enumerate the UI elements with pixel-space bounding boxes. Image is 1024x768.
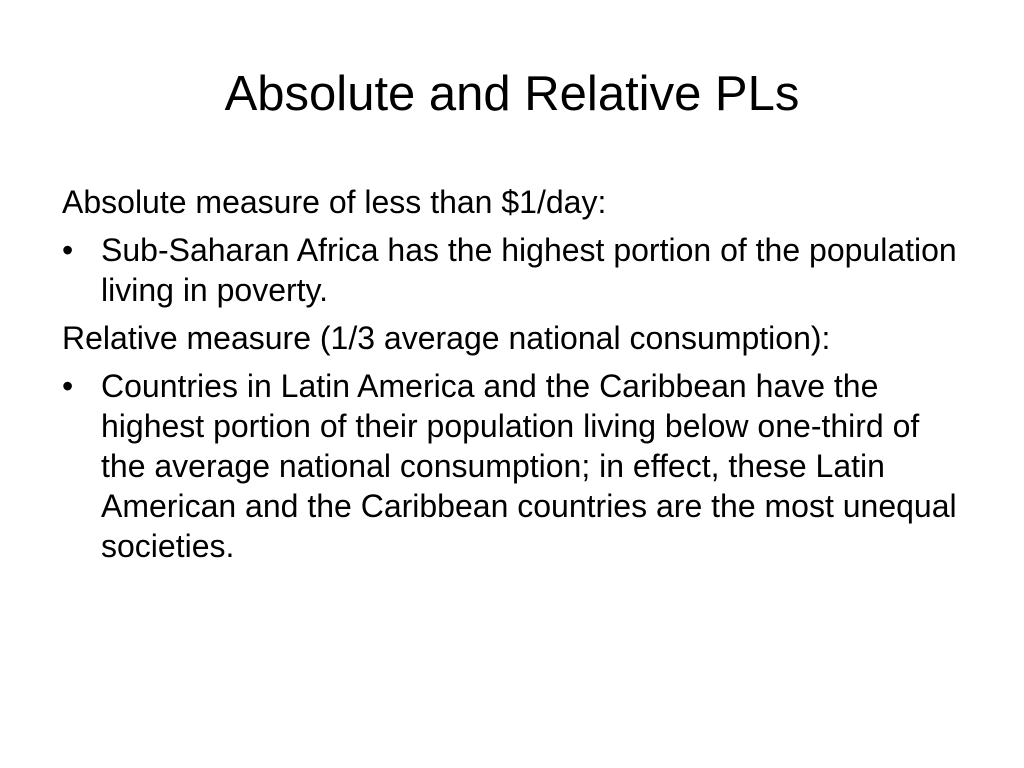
bullet-item: • Sub-Saharan Africa has the highest por…	[62, 230, 972, 310]
bullet-item: • Countries in Latin America and the Car…	[62, 366, 972, 566]
bullet-text: Countries in Latin America and the Carib…	[101, 368, 957, 564]
slide-title: Absolute and Relative PLs	[224, 67, 800, 121]
bullet-icon: •	[62, 368, 74, 404]
slide-body: Absolute measure of less than $1/day: • …	[62, 182, 972, 574]
relative-measure-bullets: • Countries in Latin America and the Car…	[62, 366, 972, 566]
bullet-icon: •	[62, 232, 74, 268]
absolute-measure-heading: Absolute measure of less than $1/day:	[62, 184, 607, 220]
bullet-text: Sub-Saharan Africa has the highest porti…	[101, 232, 957, 308]
absolute-measure-bullets: • Sub-Saharan Africa has the highest por…	[62, 230, 972, 310]
relative-measure-heading: Relative measure (1/3 average national c…	[62, 320, 831, 356]
